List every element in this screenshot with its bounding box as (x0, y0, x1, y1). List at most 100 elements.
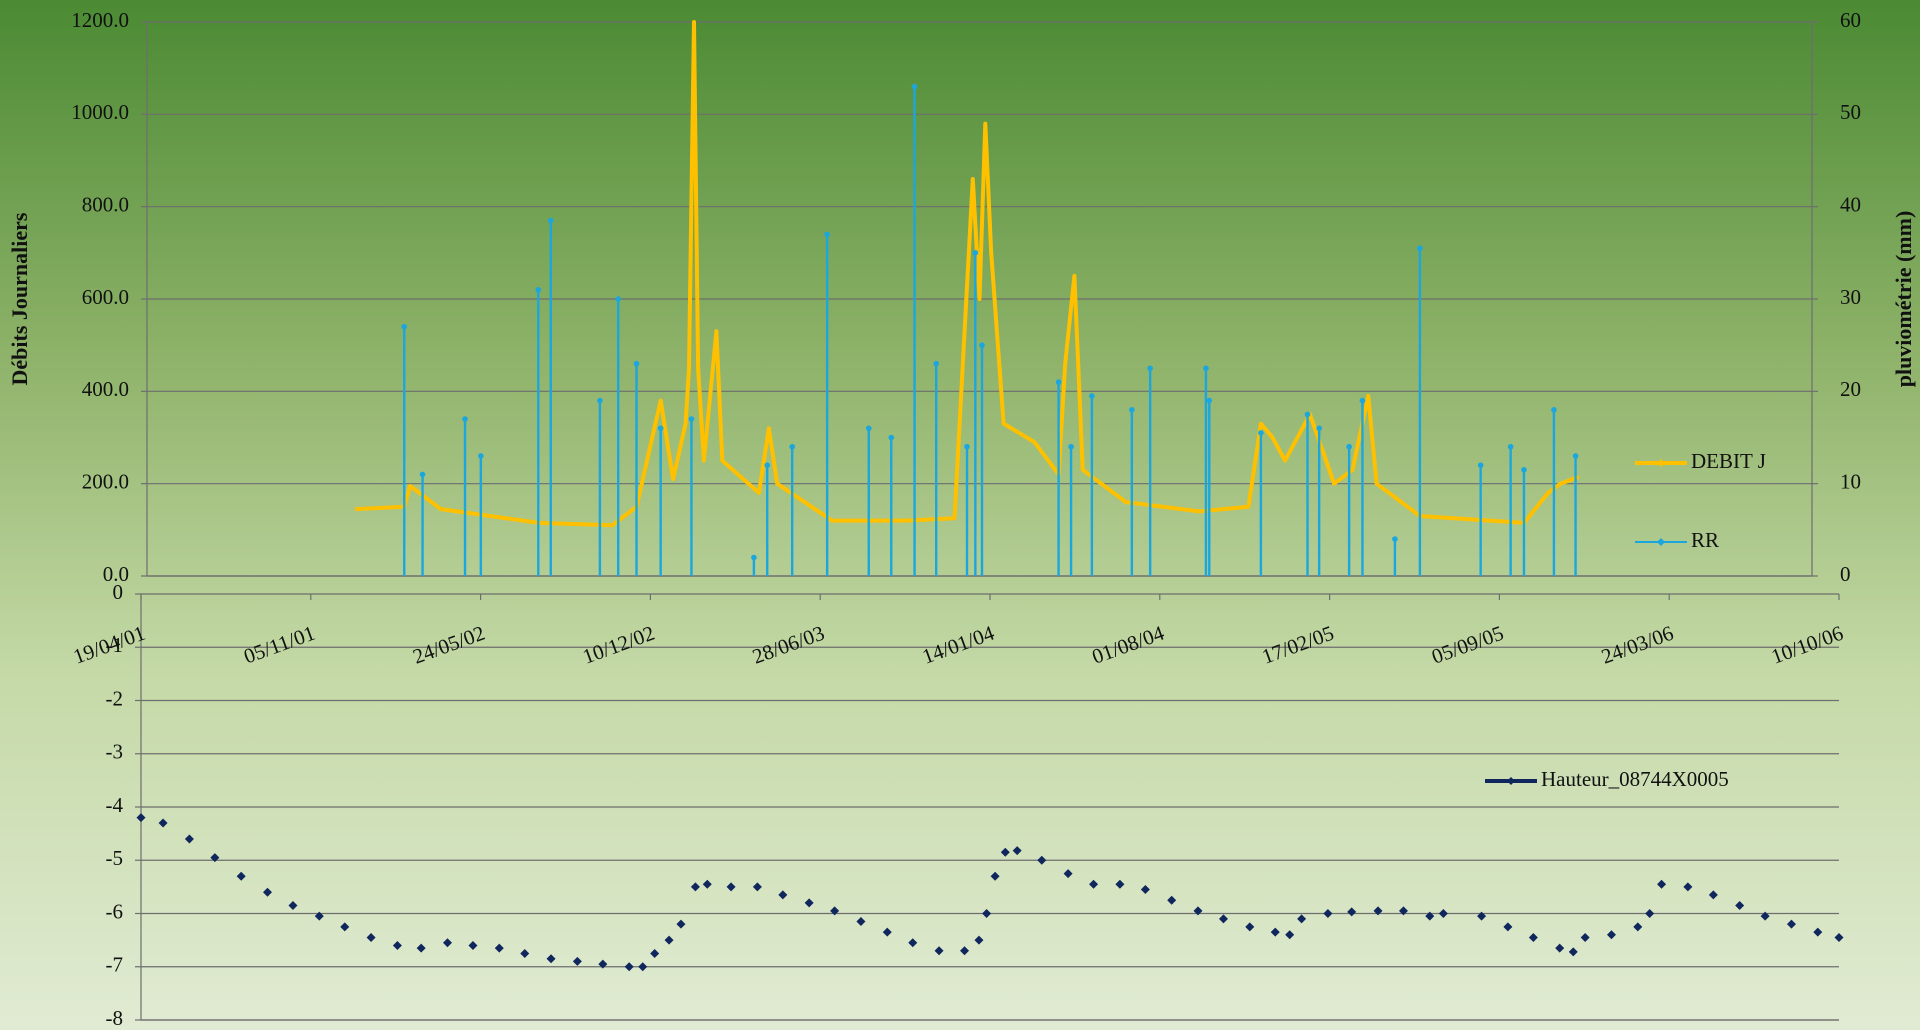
point (1000, 847, 1010, 857)
y-tick-label: -8 (106, 1006, 124, 1030)
rain-marker (1551, 407, 1557, 413)
rain-marker (1055, 379, 1062, 385)
rain-marker (1392, 536, 1398, 542)
point (1167, 895, 1177, 905)
y2-tick-label: 40 (1840, 192, 1861, 216)
point (1218, 914, 1228, 924)
rain-marker (688, 416, 695, 422)
point (1606, 930, 1616, 940)
rain-marker (597, 397, 603, 404)
point (158, 818, 168, 828)
rain-marker (478, 453, 484, 459)
point (676, 919, 686, 929)
point (1735, 901, 1745, 911)
x-tick-label: 24/05/02 (410, 621, 488, 669)
point (314, 911, 324, 921)
rain-marker (1572, 453, 1579, 459)
point (1645, 909, 1655, 918)
y2-tick-label: 0 (1840, 562, 1851, 586)
rain-marker (911, 83, 918, 90)
point (830, 906, 840, 916)
point (416, 943, 426, 953)
point (1555, 943, 1565, 953)
x-tick-label: 24/03/06 (1598, 621, 1676, 669)
point (236, 871, 246, 881)
legend-marker (1657, 459, 1665, 467)
rain-marker (1417, 245, 1423, 252)
point (1012, 846, 1022, 856)
point (546, 954, 556, 964)
x-tick-label: 01/08/04 (1089, 620, 1168, 668)
point (1245, 922, 1255, 932)
y-tick-label: -7 (106, 953, 124, 977)
x-tick-label: 28/06/03 (749, 621, 827, 669)
y-tick-label: -5 (106, 846, 124, 870)
series (136, 813, 1844, 972)
rain-marker (657, 425, 664, 432)
rain-marker (419, 471, 426, 478)
x-tick-label: 14/01/04 (919, 620, 998, 668)
point (856, 916, 866, 926)
point (598, 959, 608, 969)
y2-tick-label: 60 (1840, 8, 1861, 32)
rain-marker (615, 296, 621, 302)
y-tick-label: 600.0 (82, 285, 129, 309)
rain-marker (1304, 411, 1311, 418)
rain-marker (933, 360, 940, 367)
point (1425, 911, 1435, 921)
point (136, 813, 146, 823)
legend-label: Hauteur_08744X0005 (1541, 767, 1729, 791)
point (1140, 885, 1150, 895)
point (392, 940, 402, 950)
rain-marker (824, 231, 830, 238)
point (572, 956, 582, 966)
point (882, 927, 892, 937)
rain-marker (789, 443, 795, 450)
point (778, 890, 788, 900)
rain-marker (1206, 397, 1213, 404)
point (624, 962, 634, 972)
rain-marker (1203, 365, 1209, 372)
rain-marker (751, 554, 757, 561)
point (1297, 914, 1307, 924)
rain-marker (1521, 467, 1527, 473)
y2-tick-label: 50 (1840, 100, 1861, 124)
point (1580, 932, 1590, 942)
rain-marker (1068, 443, 1074, 450)
point (1115, 879, 1125, 889)
point (1089, 879, 1099, 889)
point (1813, 927, 1823, 937)
point (1528, 932, 1538, 942)
y-tick-label: -4 (106, 793, 124, 817)
point (1786, 919, 1796, 929)
y-tick-label: -6 (106, 899, 124, 923)
point (1683, 882, 1693, 892)
point (1503, 922, 1513, 932)
legend-label: RR (1691, 528, 1719, 552)
y-tick-label: -3 (106, 740, 124, 764)
legend-marker (1507, 777, 1515, 785)
point (934, 946, 944, 956)
point (1347, 907, 1357, 917)
rain-marker (764, 462, 771, 469)
x-tick-label: 05/11/01 (241, 621, 319, 669)
rain-marker (1129, 407, 1135, 413)
rain-marker (401, 323, 408, 330)
y-tick-label: -2 (106, 686, 124, 710)
y-tick-label: -1 (106, 633, 124, 657)
rain-marker (1507, 443, 1514, 450)
x-tick-label: 05/09/05 (1428, 621, 1506, 669)
rain-marker (547, 217, 554, 224)
y2-tick-label: 10 (1840, 469, 1861, 493)
point (726, 882, 736, 892)
point (1477, 911, 1487, 921)
rain-marker (972, 250, 979, 256)
point (690, 882, 700, 892)
point (664, 935, 674, 945)
x-tick-label: 10/12/02 (579, 621, 657, 669)
y-tick-label: 1000.0 (71, 100, 129, 124)
point (494, 943, 504, 953)
y-tick-label: 0.0 (103, 562, 129, 586)
